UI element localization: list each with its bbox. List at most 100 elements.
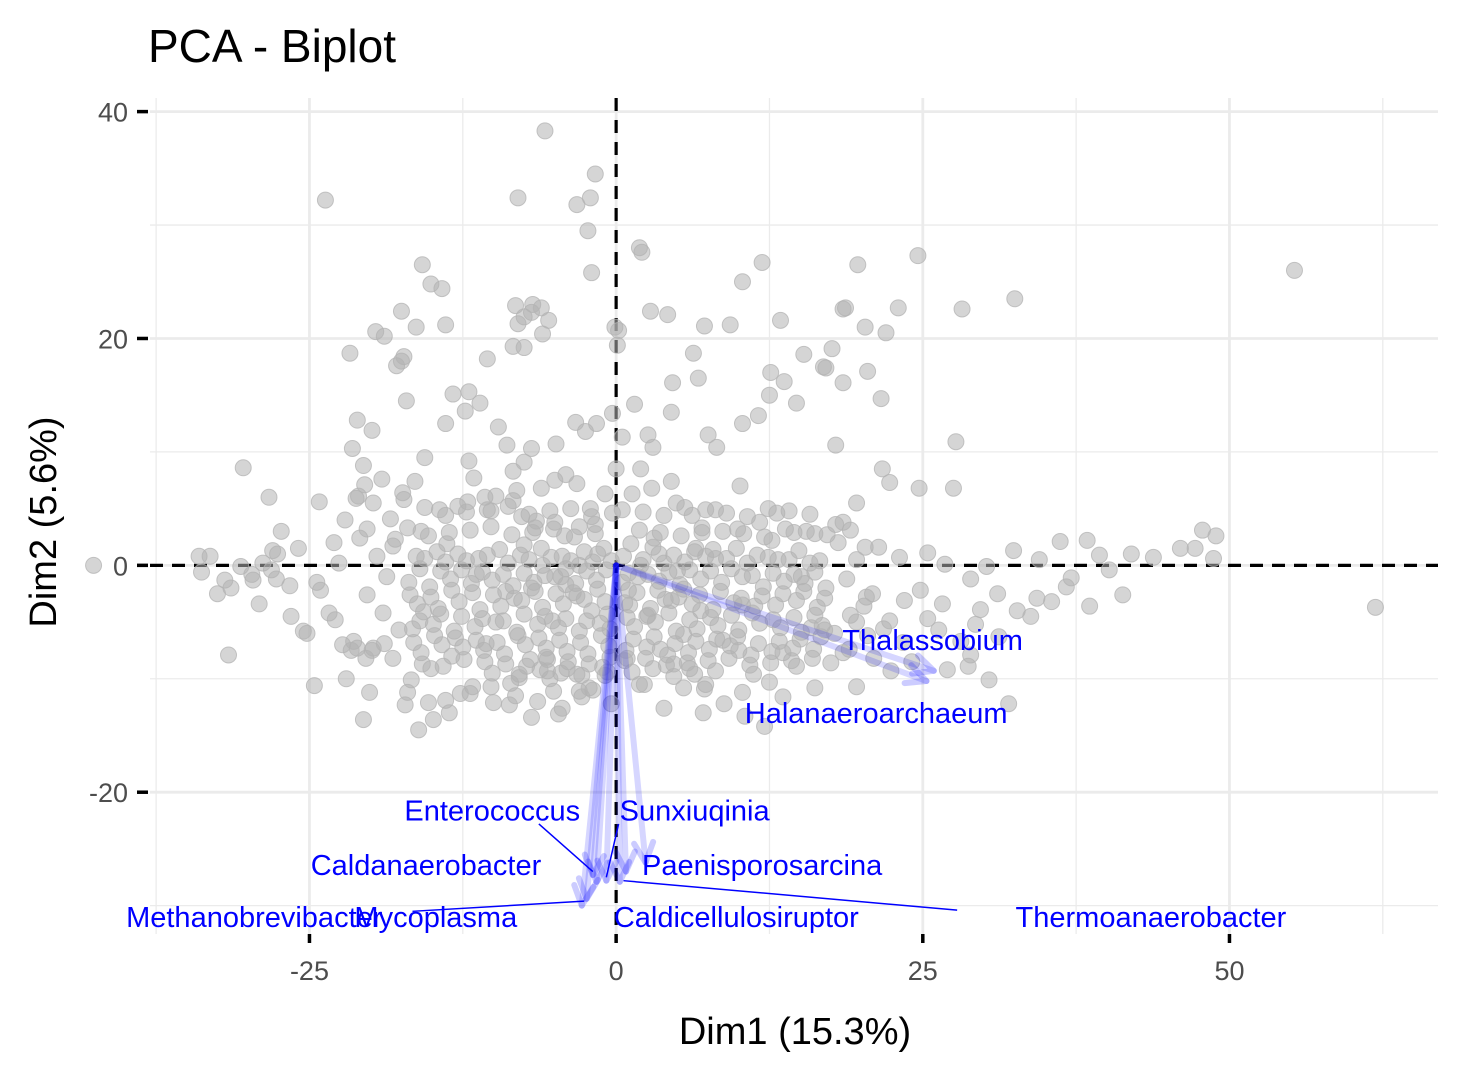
data-point (930, 621, 948, 639)
data-point (780, 551, 798, 569)
data-point (1193, 521, 1211, 539)
data-point (384, 649, 402, 667)
data-point (837, 299, 855, 317)
data-point (551, 631, 569, 649)
data-point (465, 469, 483, 487)
data-point (281, 577, 299, 595)
data-point (848, 678, 866, 696)
data-point (476, 653, 494, 671)
data-point (529, 692, 547, 710)
data-point (337, 670, 355, 688)
data-point (500, 696, 518, 714)
data-point (456, 402, 474, 420)
data-point (426, 627, 444, 645)
data-point (530, 629, 548, 647)
data-point (632, 556, 650, 574)
axes: -25 0 25 50 -20 0 20 40 (89, 98, 1245, 986)
y-tick-label: 40 (98, 98, 128, 128)
data-point (785, 609, 803, 627)
data-point (637, 649, 655, 667)
data-point (1186, 539, 1204, 557)
data-point (1051, 533, 1069, 551)
individual-points (85, 122, 1384, 739)
data-point (695, 680, 713, 698)
data-point (903, 653, 921, 671)
data-point (953, 300, 971, 318)
data-point (662, 403, 680, 421)
data-point (406, 472, 424, 490)
data-point (559, 653, 577, 671)
data-point (399, 519, 417, 537)
data-point (310, 493, 328, 511)
variable-arrow (575, 562, 620, 902)
data-point (289, 539, 307, 557)
data-point (568, 475, 586, 493)
data-point (540, 311, 558, 329)
data-point (817, 359, 835, 377)
data-point (434, 657, 452, 675)
data-point (613, 428, 631, 446)
data-point (395, 348, 413, 366)
data-point (416, 449, 434, 467)
data-point (432, 605, 450, 623)
data-point (484, 694, 502, 712)
data-point (675, 679, 693, 697)
label-connector (412, 900, 585, 913)
data-point (795, 582, 813, 600)
data-point (795, 345, 813, 363)
data-point (699, 426, 717, 444)
data-point (872, 390, 890, 408)
data-point (358, 586, 376, 604)
data-point (944, 479, 962, 497)
data-point (494, 565, 512, 583)
data-point (437, 506, 455, 524)
data-point (416, 498, 434, 516)
data-point (543, 612, 561, 630)
data-point (689, 369, 707, 387)
data-point (267, 570, 285, 588)
data-point (419, 694, 437, 712)
data-point (711, 582, 729, 600)
data-point (873, 460, 891, 478)
data-point (614, 547, 632, 565)
data-point (622, 535, 640, 553)
data-point (645, 628, 663, 646)
data-point (390, 621, 408, 639)
data-point (933, 595, 951, 613)
data-point (695, 317, 713, 335)
data-point (909, 247, 927, 265)
data-point (497, 582, 515, 600)
data-point (684, 344, 702, 362)
data-point (325, 534, 343, 552)
data-point (759, 548, 777, 566)
data-point (770, 632, 788, 650)
data-point (413, 256, 431, 274)
data-point (1028, 589, 1046, 607)
data-point (244, 571, 262, 589)
data-point (515, 536, 533, 554)
x-tick-label: -25 (290, 956, 329, 986)
data-point (738, 508, 756, 526)
data-point (803, 649, 821, 667)
data-point (962, 570, 980, 588)
data-point (499, 497, 517, 515)
data-point (305, 677, 323, 695)
data-point (316, 191, 334, 209)
variable-label: Thalassobium (842, 625, 1023, 657)
data-point (1090, 546, 1108, 564)
data-point (504, 462, 522, 480)
data-point (1022, 607, 1040, 625)
data-point (336, 511, 354, 529)
data-point (910, 479, 928, 497)
data-point (759, 500, 777, 518)
data-point (497, 655, 515, 673)
data-point (308, 573, 326, 591)
data-point (1205, 550, 1223, 568)
data-point (579, 222, 597, 240)
data-point (440, 704, 458, 722)
data-point (760, 386, 778, 404)
data-point (655, 506, 673, 524)
data-point (613, 501, 631, 519)
data-point (260, 488, 278, 506)
data-point (856, 318, 874, 336)
